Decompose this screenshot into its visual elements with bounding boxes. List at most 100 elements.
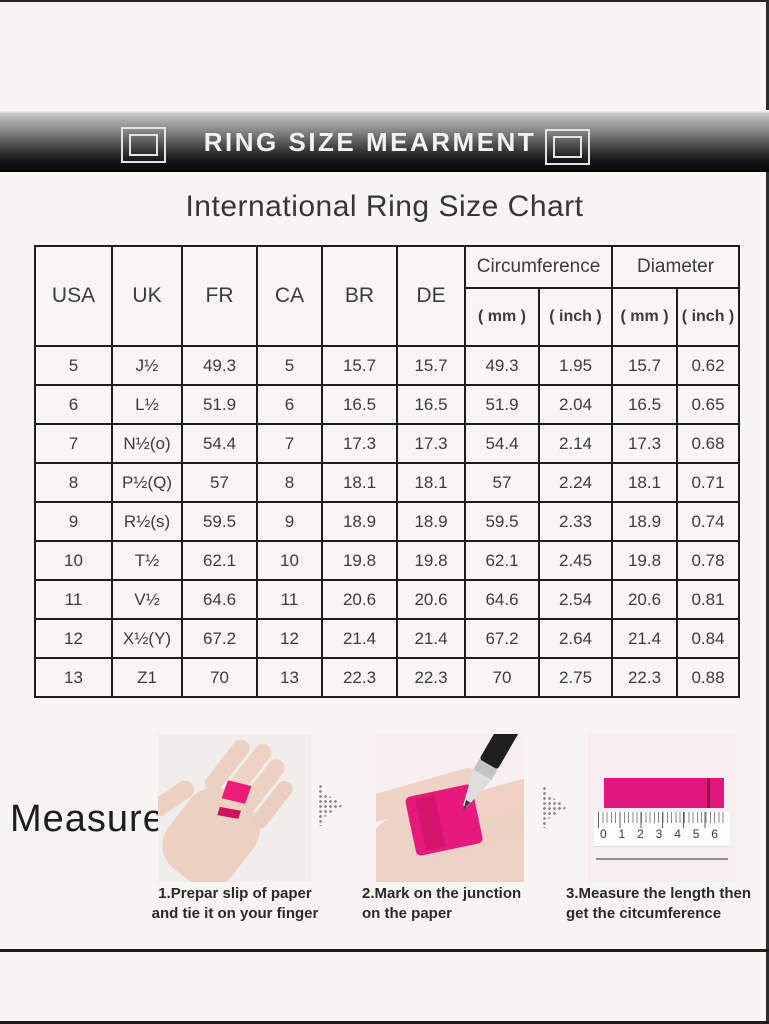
table-row: 6 L½ 51.9 6 16.5 16.5 51.9 2.04 16.5 0.65 — [34, 384, 741, 425]
ruler-number: 5 — [692, 827, 700, 841]
table-row: 8 P½(Q) 57 8 18.1 18.1 57 2.24 18.1 0.71 — [34, 462, 741, 503]
table-cell: 67.2 — [464, 618, 540, 659]
table-cell: 2.14 — [537, 423, 614, 464]
step2-image — [359, 722, 569, 932]
table-cell: 64.6 — [464, 579, 540, 620]
ring-table-body: 5 J½ 49.3 5 15.7 15.7 49.3 1.95 15.7 0.62 6 L½ 51.9 6… — [34, 345, 741, 698]
section-divider-line — [0, 949, 769, 952]
table-cell: 64.6 — [181, 579, 258, 620]
table-cell: 62.1 — [181, 540, 258, 581]
table-cell: 16.5 — [396, 384, 466, 425]
sub-header-circ-inch: ( inch ) — [537, 287, 614, 347]
table-cell: 2.54 — [537, 579, 614, 620]
measure-heading: Measure — [10, 798, 165, 840]
table-cell: 21.4 — [321, 618, 398, 659]
step1-image — [149, 734, 311, 888]
table-cell: 8 — [256, 462, 323, 503]
sub-header-circ-mm: ( mm ) — [464, 287, 540, 347]
col-header-fr: FR — [181, 245, 258, 347]
table-cell: 17.3 — [611, 423, 679, 464]
col-header-uk: UK — [111, 245, 183, 347]
table-cell: T½ — [111, 540, 183, 581]
table-cell: 0.62 — [676, 345, 741, 386]
sub-header-dia-inch: ( inch ) — [676, 287, 741, 347]
table-cell: 22.3 — [396, 657, 466, 698]
table-cell: 18.9 — [611, 501, 679, 542]
table-cell: 0.71 — [676, 462, 741, 503]
table-cell: 70 — [181, 657, 258, 698]
table-cell: 0.84 — [676, 618, 741, 659]
dotted-arrow-icon — [318, 784, 344, 826]
group-header-circumference: Circumference — [463, 245, 614, 289]
table-cell: 15.7 — [611, 345, 679, 386]
table-cell: 59.5 — [181, 501, 258, 542]
ruler-number: 2 — [637, 827, 644, 841]
table-cell: 12 — [256, 618, 323, 659]
ruler-number: 1 — [618, 827, 626, 841]
sub-header-dia-mm: ( mm ) — [611, 287, 679, 347]
bottom-border-line — [0, 1021, 769, 1024]
step1-caption-line1: 1.Prepar slip of paper — [158, 885, 312, 902]
table-cell: 13 — [34, 657, 113, 698]
table-cell: 20.6 — [396, 579, 466, 620]
table-cell: 5 — [34, 345, 113, 386]
table-cell: 7 — [34, 423, 113, 464]
table-cell: Z1 — [111, 657, 183, 698]
table-cell: 10 — [34, 540, 113, 581]
table-cell: 51.9 — [464, 384, 540, 425]
col-header-ca: CA — [256, 245, 323, 347]
junction-mark — [707, 778, 710, 808]
hand-with-paper-strip-illustration — [149, 734, 311, 888]
table-cell: 9 — [34, 501, 113, 542]
table-row: 10 T½ 62.1 10 19.8 19.8 62.1 2.45 19.8 0.78 — [34, 540, 741, 581]
table-cell: 54.4 — [181, 423, 258, 464]
table-cell: N½(o) — [111, 423, 183, 464]
table-row: 9 R½(s) 59.5 9 18.9 18.9 59.5 2.33 18.9 0.74 — [34, 501, 741, 542]
col-header-usa: USA — [34, 245, 113, 347]
table-cell: J½ — [111, 345, 183, 386]
table-cell: 18.1 — [611, 462, 679, 503]
table-row: 12 X½(Y) 67.2 12 21.4 21.4 67.2 2.64 21.4 0.84 — [34, 618, 741, 659]
table-cell: 17.3 — [396, 423, 466, 464]
ruler-edge-line — [596, 858, 728, 860]
table-cell: 10 — [256, 540, 323, 581]
table-row: 7 N½(o) 54.4 7 17.3 17.3 54.4 2.14 17.3 0.68 — [34, 423, 741, 464]
table-cell: 2.04 — [537, 384, 614, 425]
table-cell: 18.1 — [396, 462, 466, 503]
table-cell: 49.3 — [181, 345, 258, 386]
step2-caption: 2.Mark on the junction on the paper — [362, 884, 562, 924]
ruler-number: 6 — [711, 827, 718, 841]
table-cell: X½(Y) — [111, 618, 183, 659]
table-cell: 16.5 — [321, 384, 398, 425]
table-cell: 57 — [181, 462, 258, 503]
table-cell: 0.78 — [676, 540, 741, 581]
table-cell: 2.45 — [537, 540, 614, 581]
table-cell: 12 — [34, 618, 113, 659]
step3-caption: 3.Measure the length then get the citcum… — [566, 884, 769, 924]
table-row: 13 Z1 70 13 22.3 22.3 70 2.75 22.3 0.88 — [34, 657, 741, 698]
table-cell: 57 — [464, 462, 540, 503]
group-header-diameter: Diameter — [611, 245, 741, 289]
square-frame-icon — [545, 129, 590, 165]
table-cell: 51.9 — [181, 384, 258, 425]
table-cell: 6 — [34, 384, 113, 425]
ruler-number: 4 — [674, 827, 681, 841]
table-cell: 21.4 — [396, 618, 466, 659]
table-cell: 0.74 — [676, 501, 741, 542]
table-cell: 2.75 — [537, 657, 614, 698]
ruler-major-ticks — [598, 812, 726, 828]
table-cell: 54.4 — [464, 423, 540, 464]
table-cell: V½ — [111, 579, 183, 620]
table-cell: 7 — [256, 423, 323, 464]
square-frame-inner-icon — [553, 136, 582, 158]
table-cell: 11 — [34, 579, 113, 620]
table-cell: 8 — [34, 462, 113, 503]
table-cell: 9 — [256, 501, 323, 542]
dotted-arrow-icon — [542, 786, 568, 828]
table-cell: 18.9 — [321, 501, 398, 542]
chart-title: International Ring Size Chart — [185, 190, 584, 223]
square-frame-icon — [121, 127, 166, 163]
